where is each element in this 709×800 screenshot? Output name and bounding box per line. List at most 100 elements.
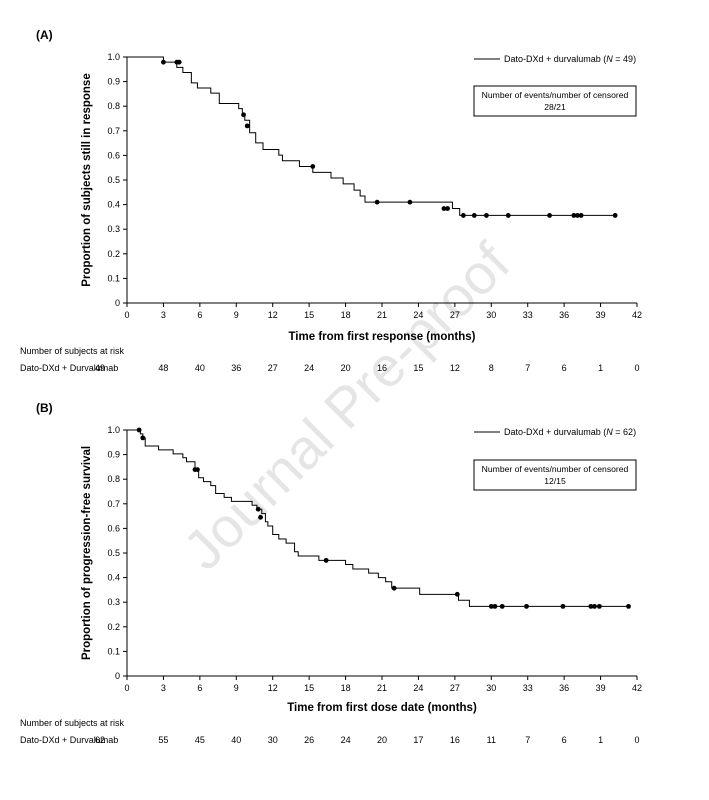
panel-label: (B) [36, 401, 53, 415]
censor-mark [310, 164, 316, 169]
y-tick-label: 0 [115, 671, 120, 681]
x-tick-label: 0 [124, 310, 129, 320]
censor-mark [136, 427, 142, 433]
x-tick-label: 6 [197, 310, 202, 320]
censor-mark [575, 213, 580, 218]
x-tick-label: 39 [596, 310, 606, 320]
x-tick-label: 18 [341, 310, 351, 320]
y-tick-label: 0.4 [107, 573, 120, 583]
risk-table-value: 1 [598, 735, 603, 745]
legend-label: Dato-DXd + durvalumab (N = 62) [504, 427, 636, 437]
risk-table-value: 16 [450, 735, 460, 745]
legend-text-prefix: Dato-DXd + durvalumab ( [504, 54, 606, 64]
events-box [473, 459, 637, 491]
y-tick-label: 0.7 [107, 126, 120, 136]
y-tick-label: 0.4 [107, 200, 120, 210]
x-axis-label: Time from first response (months) [288, 331, 475, 343]
x-tick-label: 18 [341, 683, 351, 693]
y-tick-label: 0.6 [107, 523, 120, 533]
censor-mark [588, 603, 594, 609]
survival-curve [127, 56, 617, 216]
y-tick-label: 0.8 [107, 101, 120, 111]
censor-mark [161, 59, 166, 65]
censor-mark [560, 603, 566, 609]
risk-table-value: 17 [413, 735, 423, 745]
x-tick-label: 3 [161, 683, 166, 693]
censor-mark [323, 557, 329, 563]
censor-mark [454, 591, 460, 597]
risk-table-value: 16 [377, 363, 387, 373]
censor-mark [140, 435, 146, 441]
censor-mark [596, 603, 602, 609]
y-tick-label: 1.0 [107, 52, 120, 62]
censor-mark [484, 213, 489, 218]
risk-table-value: 45 [195, 735, 205, 745]
risk-table-value: 24 [341, 735, 351, 745]
risk-table-value: 6 [562, 735, 567, 745]
x-tick-label: 12 [268, 683, 278, 693]
y-tick-label: 0.8 [107, 474, 120, 484]
y-axis-label: Proportion of progression-free survival [81, 446, 93, 660]
risk-table-row-label: Dato-DXd + Durvalumab [20, 735, 118, 745]
censor-mark [241, 112, 246, 118]
censor-mark [571, 213, 577, 218]
y-tick-label: 1.0 [107, 425, 120, 435]
y-tick-label: 0.9 [107, 450, 120, 460]
x-tick-label: 3 [161, 310, 166, 320]
legend-label: Dato-DXd + durvalumab (N = 49) [504, 54, 636, 64]
events-box [473, 85, 637, 117]
x-tick-label: 27 [450, 310, 460, 320]
censor-mark [547, 213, 552, 218]
x-tick-label: 33 [523, 683, 533, 693]
censor-mark [445, 206, 450, 211]
censor-mark [471, 213, 477, 218]
legend-text-n: N [606, 54, 613, 64]
x-tick-label: 36 [559, 310, 569, 320]
y-tick-label: 0.1 [107, 273, 120, 283]
x-tick-label: 21 [377, 683, 387, 693]
legend-text-rest: = 49) [613, 54, 636, 64]
risk-table-value: 6 [562, 363, 567, 373]
legend-text-rest: = 62) [613, 427, 636, 437]
risk-table-value: 36 [231, 363, 241, 373]
x-tick-label: 0 [124, 683, 129, 693]
y-tick-label: 0.5 [107, 175, 120, 185]
risk-table-value: 24 [304, 363, 314, 373]
chart-panel-a: (A)0 3 6 9 12 15 18 21 24 27 30 33 36 39 4200.10.20.30… [20, 28, 642, 373]
chart-panel-b: (B)0 3 6 9 12 15 18 21 24 27 30 33 36 39 4200.10.20.30… [20, 401, 642, 745]
events-box-value: 12/15 [544, 476, 566, 486]
y-tick-label: 0.6 [107, 150, 120, 160]
risk-table-value: 30 [268, 735, 278, 745]
risk-table-value: 15 [413, 363, 423, 373]
censor-mark [258, 514, 263, 520]
y-tick-label: 0.2 [107, 622, 120, 632]
x-axis-label: Time from first dose date (months) [287, 702, 477, 714]
legend-text-n: N [606, 427, 613, 437]
x-tick-label: 9 [234, 310, 239, 320]
risk-table-value: 49 [95, 363, 105, 373]
risk-table-title: Number of subjects at risk [20, 718, 125, 728]
censor-mark [626, 603, 631, 609]
events-box-title: Number of events/number of censored [482, 90, 629, 100]
censor-mark [488, 603, 494, 609]
y-tick-label: 0.5 [107, 548, 120, 558]
x-tick-label: 9 [234, 683, 239, 693]
watermark-text: Journal Pre-proof [171, 231, 522, 582]
risk-table-value: 27 [268, 363, 278, 373]
y-tick-label: 0.2 [107, 249, 120, 259]
censor-mark [492, 603, 498, 609]
risk-table-value: 26 [304, 735, 314, 745]
risk-table-value: 0 [634, 363, 639, 373]
x-tick-label: 42 [632, 310, 642, 320]
risk-table-value: 40 [195, 363, 205, 373]
censor-mark [612, 213, 618, 218]
y-tick-label: 0.1 [107, 646, 120, 656]
censor-mark [195, 467, 200, 473]
panel-label: (A) [36, 28, 53, 42]
risk-table-value: 20 [377, 735, 387, 745]
x-tick-label: 15 [304, 310, 314, 320]
censor-mark [592, 603, 597, 609]
censor-mark [244, 123, 250, 129]
x-tick-label: 21 [377, 310, 387, 320]
